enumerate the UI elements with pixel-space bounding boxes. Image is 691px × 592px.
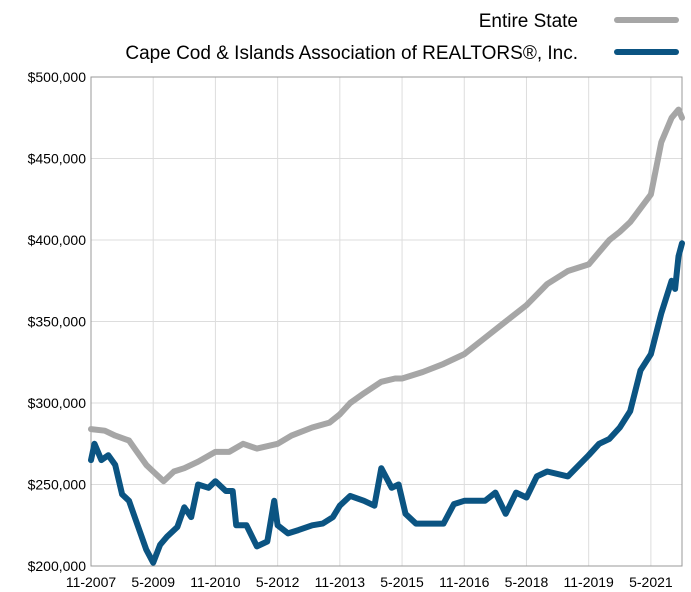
series-line-entire-state [88,106,685,485]
x-tick-label: 11-2016 [439,574,490,590]
x-tick-label: 5-2012 [256,574,300,590]
plot-area-frame [90,76,683,567]
series-line-cape-cod [88,240,685,566]
y-axis-tick-labels: $200,000 $250,000 $300,000 $350,000 $400,000… [28,69,87,574]
x-tick-label: 11-2010 [190,574,241,590]
x-tick-label: 11-2013 [315,574,366,590]
x-tick-label: 5-2018 [505,574,549,590]
x-tick-label: 11-2019 [564,574,615,590]
x-axis-tick-labels: 11-2007 5-2009 11-2010 5-2012 11-2013 5-2015 1… [66,574,673,590]
legend-label: Entire State [479,11,578,32]
legend: Entire State Cape Cod & Islands Associati… [125,11,679,64]
y-tick-label: $200,000 [28,558,87,574]
x-tick-label: 5-2015 [380,574,424,590]
y-tick-label: $350,000 [28,314,87,330]
y-tick-label: $400,000 [28,232,87,248]
x-tick-label: 5-2021 [629,574,673,590]
y-tick-label: $250,000 [28,477,87,493]
y-tick-label: $450,000 [28,151,87,167]
y-tick-label: $500,000 [28,69,87,85]
legend-label: Cape Cod & Islands Association of REALTO… [125,43,578,64]
y-tick-label: $300,000 [28,395,87,411]
x-tick-label: 11-2007 [66,574,117,590]
x-tick-label: 5-2009 [131,574,175,590]
series-lines [88,106,685,566]
gridlines [91,76,682,567]
